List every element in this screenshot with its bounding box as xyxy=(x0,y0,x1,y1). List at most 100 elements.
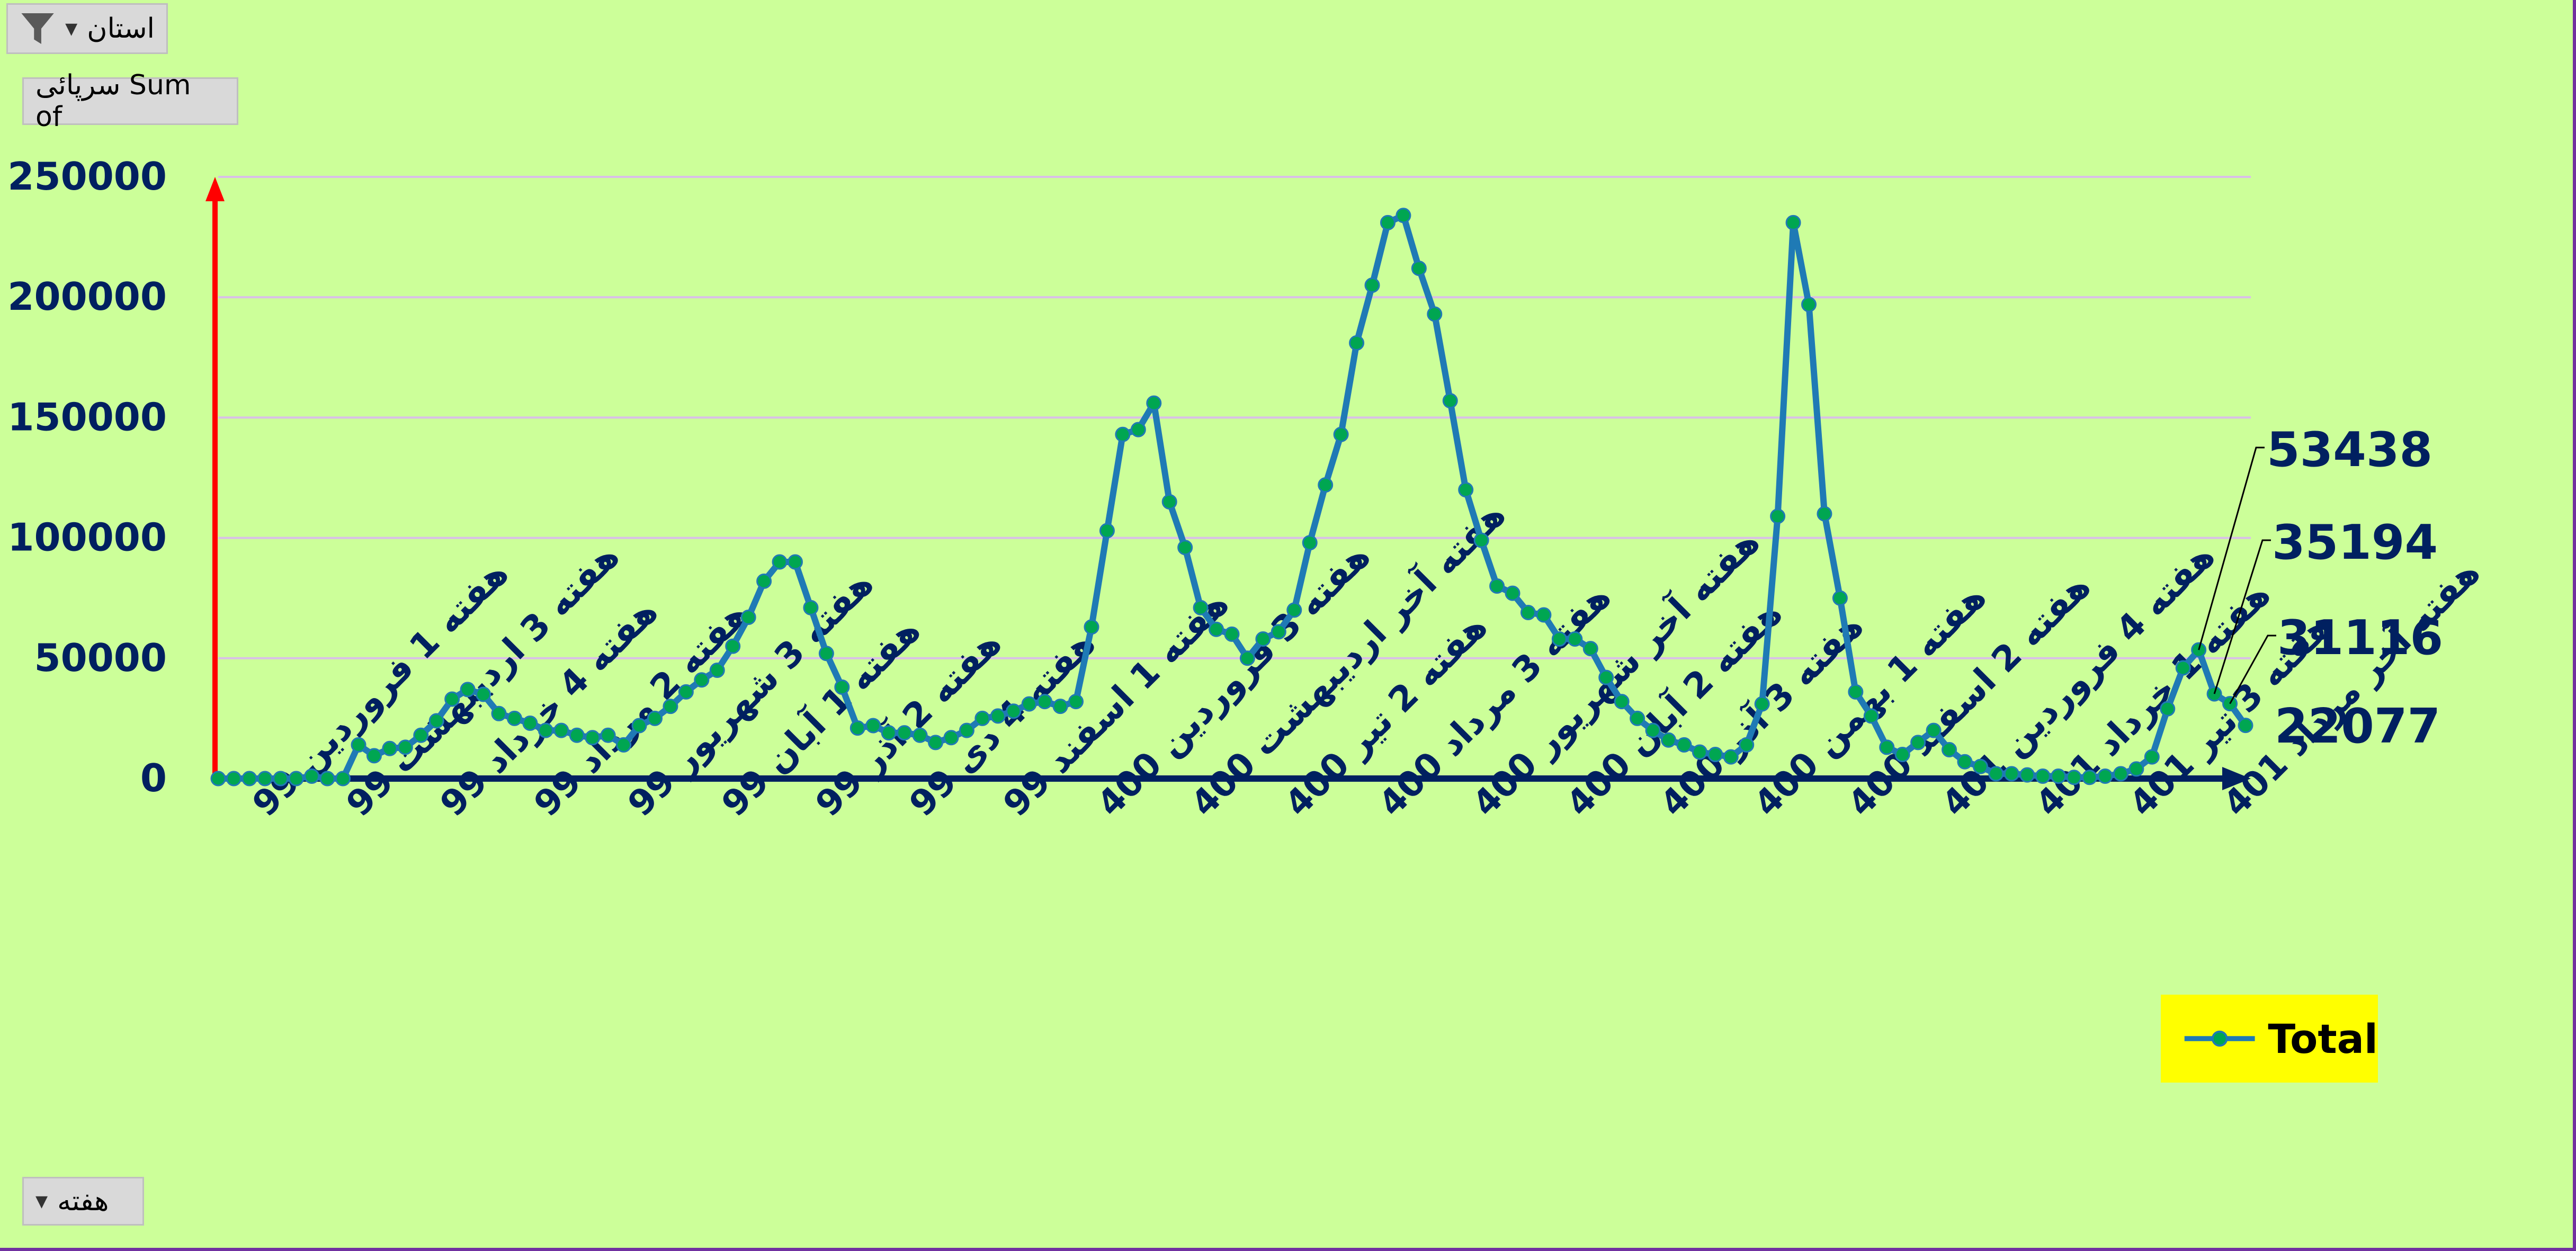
data-point xyxy=(2238,718,2253,734)
data-point xyxy=(1567,631,1583,647)
data-point xyxy=(1957,754,1973,770)
data-point xyxy=(1660,732,1676,748)
filter-label: استان xyxy=(87,13,155,44)
data-point xyxy=(1318,477,1334,493)
data-point xyxy=(647,710,663,726)
data-point xyxy=(1099,523,1115,539)
data-point xyxy=(1551,631,1567,647)
week-axis-field-button[interactable]: ▼ هفته xyxy=(22,1177,144,1226)
data-point xyxy=(460,682,476,698)
data-point xyxy=(1598,669,1614,685)
data-point xyxy=(1068,694,1084,710)
data-point xyxy=(1707,747,1723,763)
data-point xyxy=(1286,602,1302,618)
data-point xyxy=(538,722,553,738)
chevron-down-icon: ▼ xyxy=(65,19,78,38)
data-point xyxy=(413,727,429,743)
data-point xyxy=(569,727,585,743)
data-point xyxy=(678,684,694,700)
data-point xyxy=(1972,758,1988,774)
data-point xyxy=(273,771,289,787)
data-point xyxy=(382,740,398,756)
data-point xyxy=(1115,426,1131,442)
data-point xyxy=(865,718,881,734)
data-point xyxy=(1224,626,1240,642)
data-point xyxy=(881,725,897,741)
values-label: سرپائی Sum of xyxy=(35,69,191,133)
data-point xyxy=(319,771,335,787)
data-point xyxy=(1785,215,1801,230)
data-point xyxy=(1910,735,1926,750)
data-point xyxy=(912,727,928,743)
data-point xyxy=(1942,741,1957,757)
data-point xyxy=(1255,631,1271,647)
values-field-button[interactable]: سرپائی Sum of xyxy=(22,69,238,133)
data-point xyxy=(1723,749,1739,765)
data-point xyxy=(1988,766,2004,782)
data-point xyxy=(1630,710,1645,726)
data-point xyxy=(663,699,678,714)
data-point xyxy=(803,600,819,615)
data-point xyxy=(2097,768,2113,784)
axis-field-label: هفته xyxy=(57,1185,109,1217)
leader-line xyxy=(2198,446,2265,650)
data-point xyxy=(1333,426,1349,442)
data-point xyxy=(2144,749,2160,765)
data-point xyxy=(1271,624,1286,640)
leader-line xyxy=(2229,635,2276,704)
data-point xyxy=(241,771,257,787)
data-point xyxy=(834,679,850,695)
data-point xyxy=(897,725,913,741)
x-axis-arrowhead xyxy=(2222,767,2251,790)
data-point xyxy=(1817,506,1832,522)
data-point xyxy=(1739,737,1755,753)
data-point xyxy=(1520,604,1536,620)
data-point xyxy=(476,686,491,702)
data-point xyxy=(1692,744,1707,760)
data-point xyxy=(397,739,413,755)
y-axis-tick-labels: 0 50000 100000 150000 200000 250000 xyxy=(7,154,167,800)
data-point xyxy=(1582,641,1598,657)
y-tick-label: 150000 xyxy=(7,395,167,439)
data-label: 35194 xyxy=(2272,515,2438,570)
data-point xyxy=(226,771,241,787)
data-point xyxy=(1536,607,1552,623)
data-point xyxy=(257,771,273,787)
data-point xyxy=(1349,335,1365,351)
data-point xyxy=(959,722,974,738)
data-point xyxy=(1037,694,1053,710)
data-point xyxy=(1302,535,1318,551)
data-point xyxy=(616,737,632,753)
data-point xyxy=(2113,766,2128,782)
data-point xyxy=(304,768,320,784)
data-point xyxy=(1614,694,1630,710)
data-point xyxy=(1863,708,1879,724)
data-point xyxy=(1161,494,1177,510)
data-point xyxy=(1442,393,1458,409)
y-tick-label: 250000 xyxy=(7,154,167,199)
data-point xyxy=(1193,600,1209,615)
data-point xyxy=(444,691,460,707)
data-point xyxy=(740,610,756,626)
data-point xyxy=(585,730,601,746)
data-point xyxy=(631,718,647,734)
chevron-down-icon: ▼ xyxy=(35,1192,48,1211)
data-point xyxy=(335,771,351,787)
data-point xyxy=(943,730,959,746)
data-point xyxy=(1411,261,1427,276)
data-point xyxy=(288,771,304,787)
data-point xyxy=(1146,395,1162,411)
data-point xyxy=(788,554,803,570)
data-point xyxy=(553,722,569,738)
data-label: 53438 xyxy=(2267,422,2432,478)
province-filter-button[interactable]: ▼ استان xyxy=(6,3,168,54)
data-point xyxy=(818,646,834,662)
legend-line-marker xyxy=(2184,1030,2255,1047)
data-point xyxy=(522,715,538,731)
gridlines xyxy=(218,176,2251,659)
y-tick-label: 200000 xyxy=(7,274,167,319)
data-point xyxy=(2128,761,2144,777)
data-point xyxy=(1427,306,1443,322)
series-total xyxy=(210,208,2253,787)
